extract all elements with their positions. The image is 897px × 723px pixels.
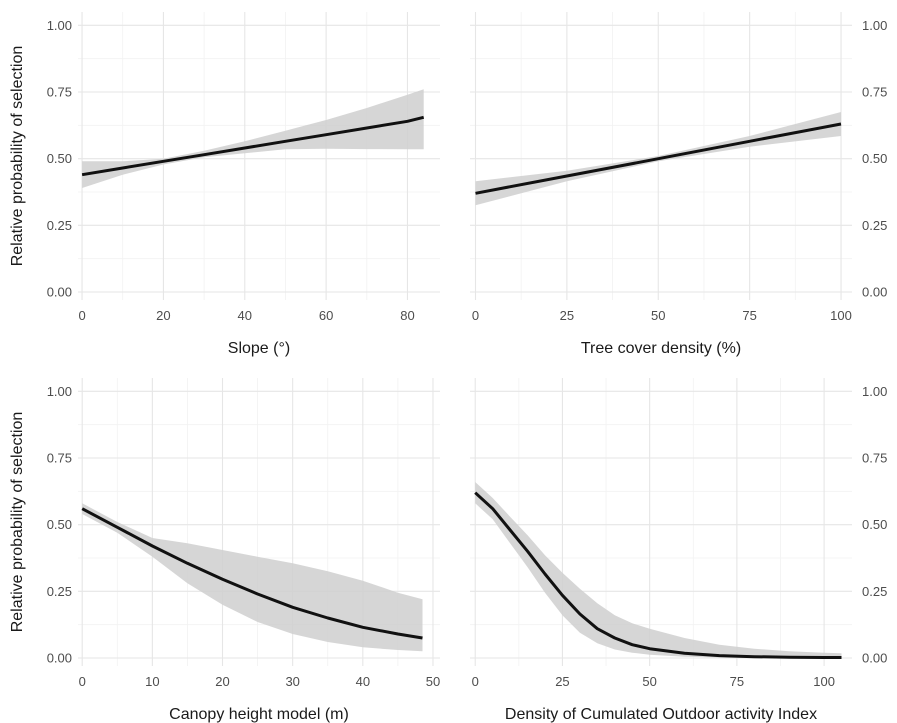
y-tick-label: 0.50 <box>862 517 887 532</box>
confidence-ribbon <box>82 89 424 188</box>
panel-1: 0 20 40 60 80 0.00 0.25 0.50 0.75 1.00 Slope (°) Re… <box>9 12 440 357</box>
y-tick-label: 0.75 <box>47 85 72 100</box>
x-tick-label: 60 <box>319 308 333 323</box>
y-tick-label: 0.25 <box>862 218 887 233</box>
y-tick-label: 0.25 <box>862 584 887 599</box>
y-tick-label: 0.00 <box>862 651 887 666</box>
panel-3: 0 10 20 30 40 50 0.00 0.25 0.50 0.75 1.00 Canopy he… <box>9 378 440 723</box>
x-tick-label: 20 <box>215 674 229 689</box>
y-tick-label: 1.00 <box>47 18 72 33</box>
series-line <box>81 115 425 177</box>
y-tick-label: 0.50 <box>47 517 72 532</box>
confidence-ribbon <box>475 482 842 658</box>
x-tick-label: 75 <box>742 308 756 323</box>
x-tick-label: 75 <box>730 674 744 689</box>
y-tick-label: 0.75 <box>862 451 887 466</box>
y-axis-title: Relative probability of selection <box>9 412 26 633</box>
y-tick-label: 0.50 <box>862 151 887 166</box>
y-tick-label: 0.75 <box>47 451 72 466</box>
x-tick-label: 20 <box>156 308 170 323</box>
x-tick-label: 0 <box>79 674 86 689</box>
y-tick-label: 1.00 <box>862 18 887 33</box>
panel-2: 0 25 50 75 100 0.00 0.25 0.50 0.75 1.00 Tree cover… <box>470 12 887 357</box>
series-line <box>475 122 842 195</box>
x-tick-label: 25 <box>560 308 574 323</box>
y-tick-label: 0.00 <box>47 285 72 300</box>
x-axis-title: Tree cover density (%) <box>581 340 741 357</box>
x-tick-label: 0 <box>472 308 479 323</box>
x-tick-label: 50 <box>426 674 440 689</box>
x-tick-label: 0 <box>472 674 479 689</box>
y-tick-label: 0.00 <box>47 651 72 666</box>
y-tick-label: 0.25 <box>47 218 72 233</box>
series-line <box>81 507 423 640</box>
series-line <box>474 491 842 659</box>
y-tick-label: 0.50 <box>47 151 72 166</box>
x-tick-label: 25 <box>555 674 569 689</box>
x-axis-title: Slope (°) <box>228 340 290 357</box>
y-tick-label: 0.75 <box>862 85 887 100</box>
y-tick-label: 1.00 <box>862 384 887 399</box>
x-tick-label: 10 <box>145 674 159 689</box>
y-axis-title: Relative probability of selection <box>9 46 26 267</box>
x-tick-label: 100 <box>830 308 852 323</box>
x-tick-label: 30 <box>285 674 299 689</box>
x-axis-title: Canopy height model (m) <box>169 706 349 723</box>
x-tick-label: 100 <box>813 674 835 689</box>
confidence-ribbon <box>82 503 423 652</box>
x-tick-label: 50 <box>651 308 665 323</box>
panel-4: 0 25 50 75 100 0.00 0.25 0.50 0.75 1.00 Density of… <box>470 378 887 723</box>
y-tick-label: 0.00 <box>862 285 887 300</box>
x-tick-label: 80 <box>400 308 414 323</box>
y-tick-label: 1.00 <box>47 384 72 399</box>
x-tick-label: 0 <box>78 308 85 323</box>
x-tick-label: 40 <box>238 308 252 323</box>
x-axis-title: Density of Cumulated Outdoor activity In… <box>505 706 817 723</box>
y-tick-label: 0.25 <box>47 584 72 599</box>
x-tick-label: 50 <box>642 674 656 689</box>
x-tick-label: 40 <box>356 674 370 689</box>
